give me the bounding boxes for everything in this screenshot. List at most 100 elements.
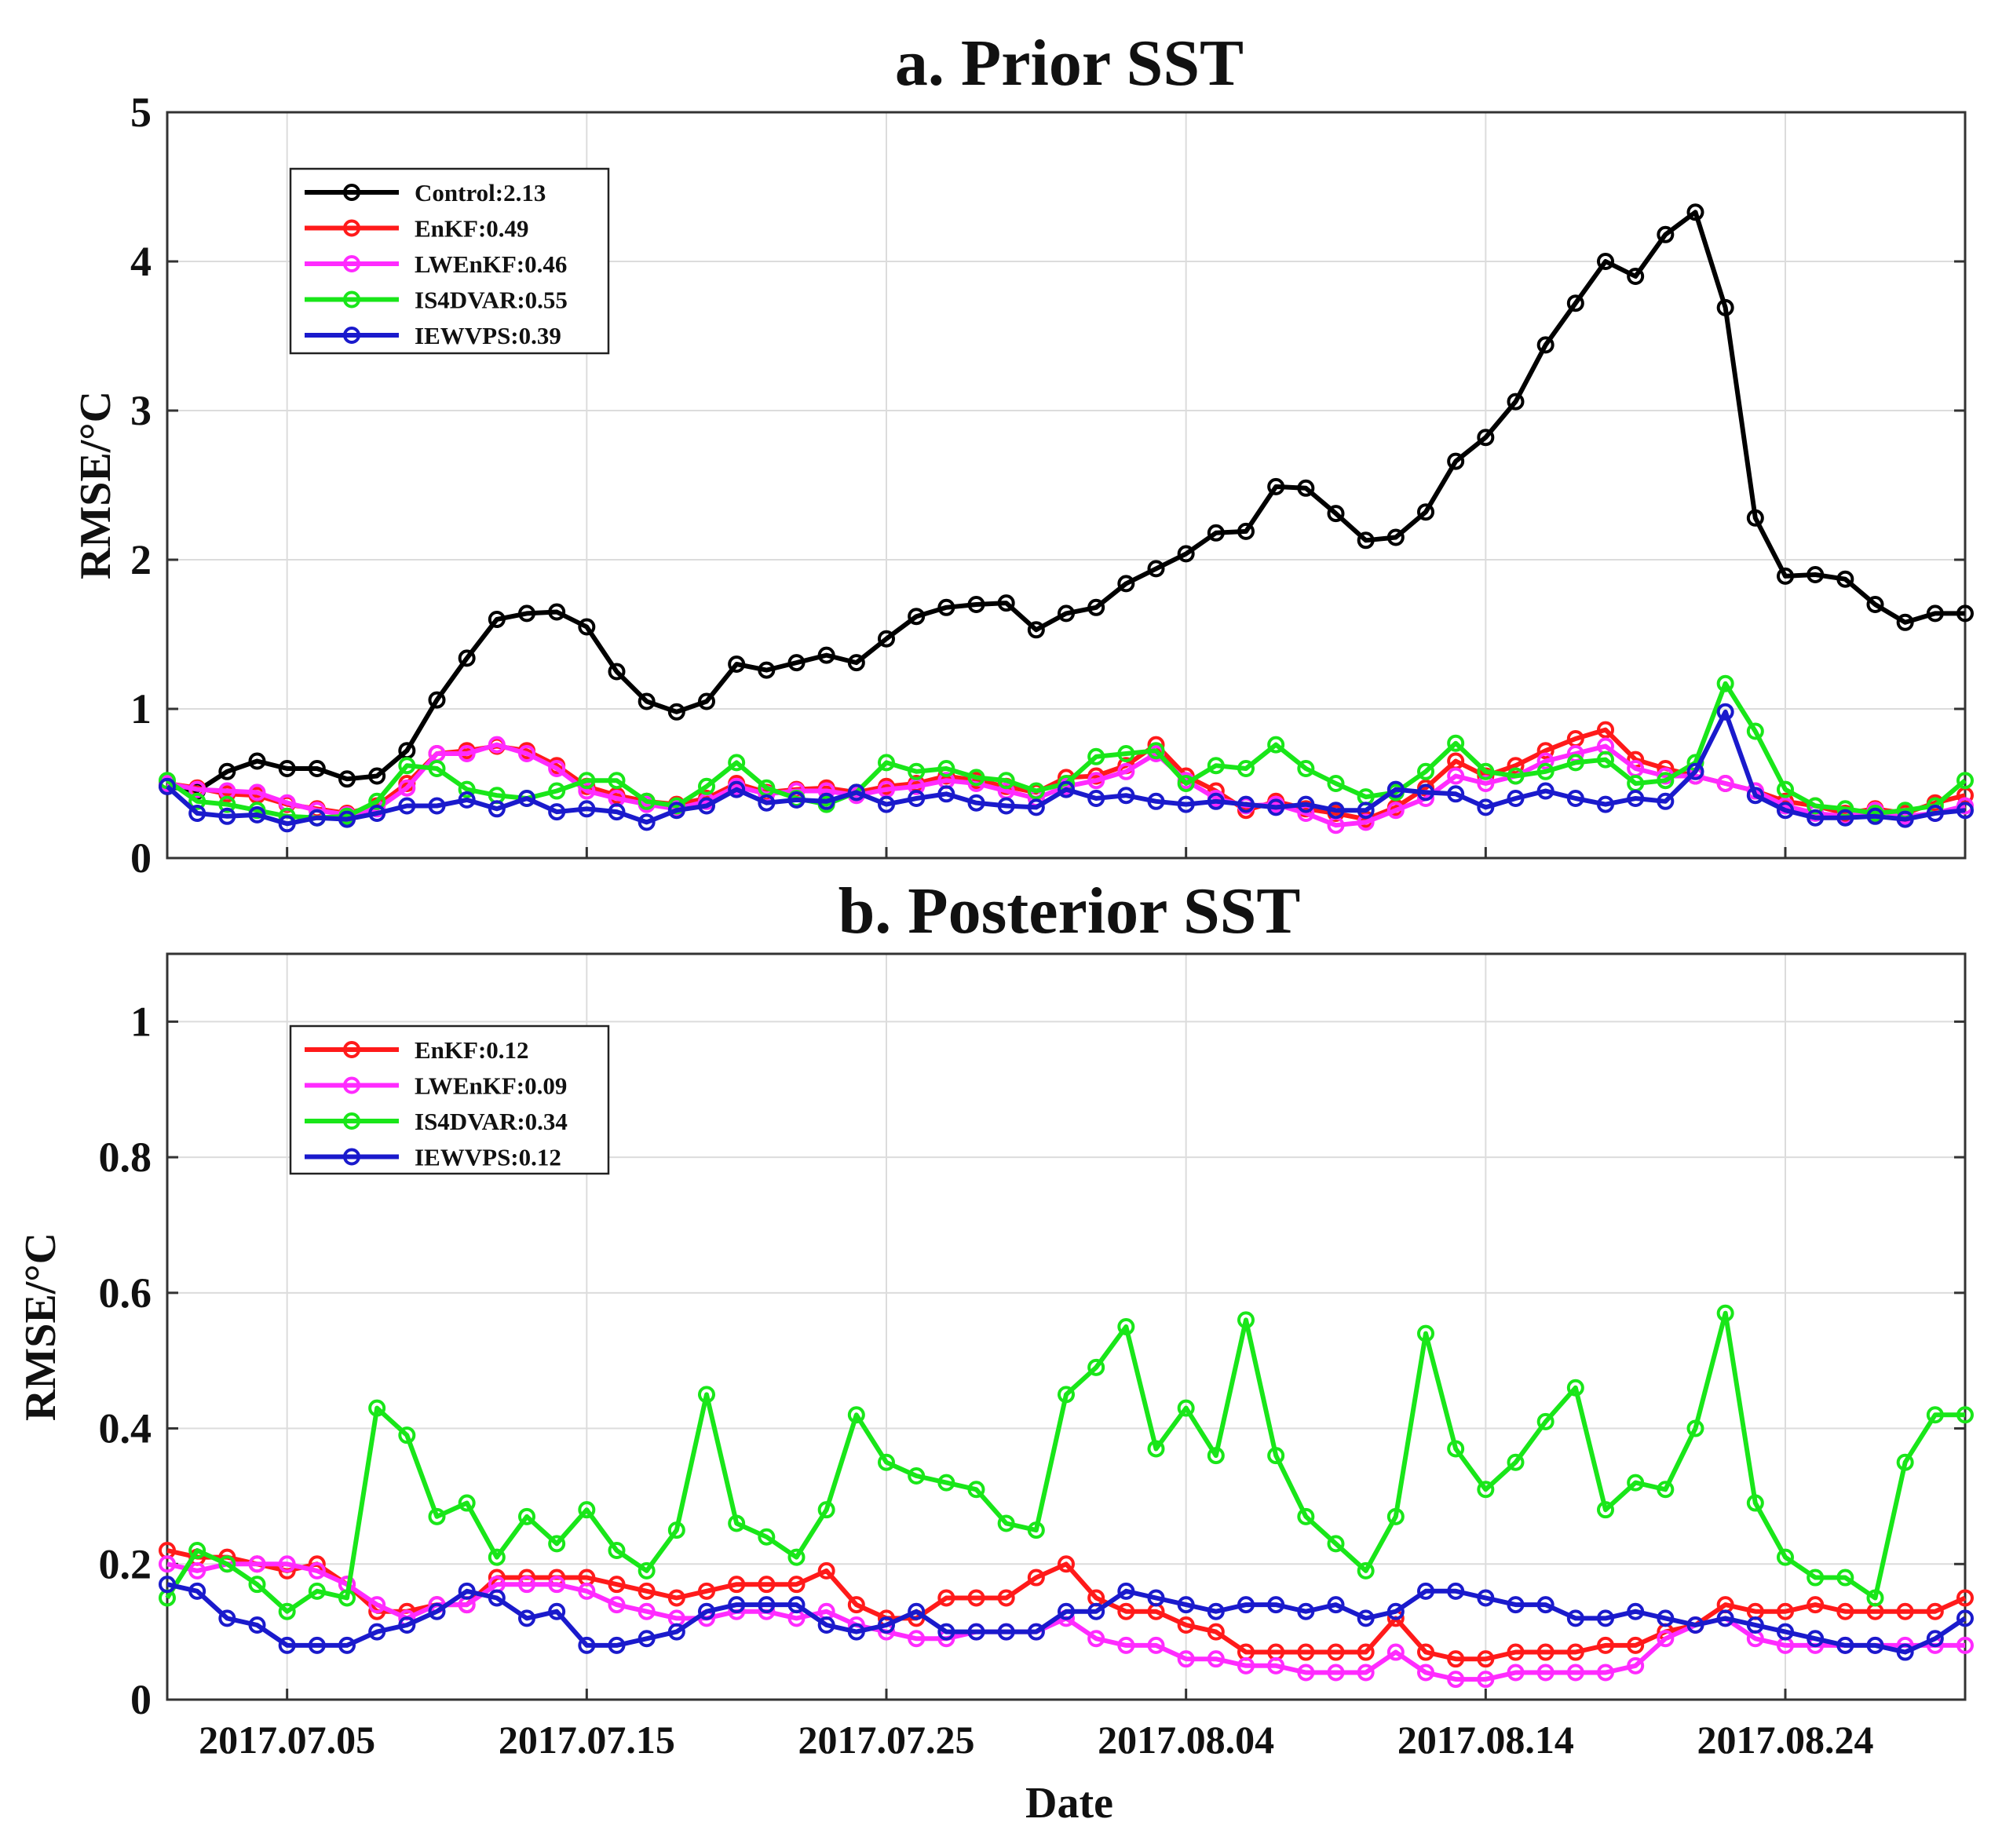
prior-control-point	[1686, 203, 1704, 221]
prior-is4dvar-point	[458, 780, 476, 798]
posterior-x-axis-label: Date	[1025, 1779, 1113, 1828]
prior-is4dvar-point	[1027, 782, 1045, 800]
posterior-lwenkf-point	[1297, 1664, 1315, 1682]
prior-is4dvar-point	[698, 777, 715, 795]
prior-control-point	[1357, 531, 1375, 550]
posterior-enkf-point	[1836, 1602, 1854, 1620]
prior-is4dvar-point	[1536, 762, 1555, 780]
posterior-is4dvar-point	[458, 1494, 476, 1512]
posterior-is4dvar-point	[847, 1406, 865, 1424]
prior-is4dvar-point	[1177, 775, 1195, 792]
posterior-lwenkf-point	[608, 1596, 626, 1614]
posterior-enkf-point	[1027, 1569, 1045, 1587]
posterior-is4dvar-point	[518, 1507, 535, 1525]
prior-control-point	[1716, 298, 1734, 316]
prior-control-point	[1657, 225, 1675, 243]
prior-control-point	[428, 691, 446, 709]
posterior-iewvps-point	[878, 1616, 895, 1634]
prior-control-point	[1777, 567, 1794, 585]
prior-iewvps-point	[787, 791, 806, 809]
posterior-lwenkf-point	[1417, 1664, 1434, 1682]
posterior-is4dvar-point	[908, 1467, 926, 1485]
prior-control-point	[1566, 294, 1584, 312]
prior-iewvps-point	[908, 790, 926, 807]
prior-is4dvar-point	[218, 795, 236, 813]
prior-lwenkf-point	[458, 745, 476, 762]
posterior-plot-frame	[166, 952, 1967, 1701]
posterior-x-ticks: 2017.07.05 2017.07.15 2017.07.25 2017.08.04…	[199, 1718, 1873, 1762]
prior-legend-label: IS4DVAR:0.55	[415, 287, 568, 314]
prior-control-point	[1386, 528, 1405, 546]
posterior-iewvps-point	[997, 1623, 1015, 1641]
prior-iewvps-point	[1207, 792, 1225, 810]
prior-control-point	[608, 663, 626, 681]
prior-control-point	[308, 760, 326, 777]
posterior-lwenkf-point	[578, 1582, 596, 1600]
prior-control-point	[698, 692, 715, 710]
prior-is4dvar-point	[967, 769, 985, 787]
posterior-iewvps-point	[667, 1623, 685, 1641]
posterior-enkf-point	[817, 1561, 835, 1580]
posterior-y-tick-label: 0.8	[99, 1134, 152, 1181]
posterior-is4dvar-point	[667, 1521, 685, 1539]
posterior-iewvps-point	[398, 1616, 416, 1634]
prior-control-point	[1177, 545, 1195, 563]
prior-lwenkf-point	[1447, 767, 1465, 785]
prior-control-point	[248, 752, 266, 770]
prior-control-point	[1507, 393, 1525, 411]
prior-lwenkf-point	[578, 782, 596, 800]
posterior-is4dvar-point	[578, 1501, 596, 1519]
posterior-is4dvar-point	[1297, 1507, 1315, 1525]
prior-iewvps-point	[1716, 703, 1734, 721]
prior-control-point	[847, 654, 865, 672]
posterior-lwenkf-line	[166, 1561, 1965, 1682]
prior-is4dvar-point	[1117, 745, 1135, 762]
posterior-sst-title: b. Posterior SST	[838, 875, 1301, 948]
posterior-is4dvar-point	[368, 1399, 386, 1417]
posterior-enkf-point	[1536, 1643, 1555, 1661]
prior-control-point	[218, 762, 236, 780]
posterior-iewvps-point	[817, 1616, 835, 1634]
posterior-enkf-point	[1597, 1636, 1614, 1654]
prior-iewvps-point	[878, 795, 895, 813]
prior-legend-item-control: Control:2.13	[305, 179, 546, 206]
prior-lwenkf-point	[1477, 775, 1495, 792]
posterior-sst-panel: b. Posterior SST RMSE/°C 00.20.40.60.81 …	[16, 875, 1974, 1828]
prior-control-line	[166, 210, 1965, 794]
posterior-lwenkf-point	[308, 1561, 326, 1580]
prior-control-point	[578, 618, 596, 636]
posterior-iewvps-point	[1836, 1636, 1854, 1654]
posterior-iewvps-point	[1117, 1582, 1135, 1600]
posterior-is4dvar-point	[1177, 1399, 1195, 1417]
prior-iewvps-point	[578, 800, 596, 818]
prior-is4dvar-point	[1417, 762, 1434, 780]
prior-legend-swatch-marker	[343, 290, 360, 309]
posterior-is4dvar-point	[308, 1582, 326, 1600]
posterior-is4dvar-point	[1357, 1561, 1375, 1580]
prior-y-tick-label: 4	[130, 238, 152, 285]
prior-iewvps-point	[1686, 762, 1704, 780]
prior-lwenkf-point	[1117, 762, 1135, 780]
posterior-is4dvar-point	[1746, 1494, 1764, 1512]
posterior-y-tick-label: 0.6	[99, 1269, 152, 1317]
prior-lwenkf-point	[488, 736, 506, 754]
posterior-lwenkf-point	[908, 1630, 926, 1648]
prior-lwenkf-point	[1716, 775, 1734, 792]
prior-control-point	[728, 656, 746, 673]
posterior-iewvps-point	[787, 1596, 806, 1614]
prior-is4dvar-point	[1597, 751, 1614, 769]
posterior-lwenkf-point	[1207, 1650, 1225, 1668]
prior-legend-swatch-marker	[343, 327, 360, 344]
posterior-legend-swatch-marker	[343, 1148, 360, 1166]
prior-iewvps-point	[817, 792, 835, 810]
prior-iewvps-point	[1746, 787, 1764, 805]
posterior-iewvps-point	[1147, 1589, 1165, 1607]
prior-iewvps-point	[1657, 792, 1675, 810]
prior-is4dvar-point	[1327, 775, 1345, 792]
prior-legend-label: LWEnKF:0.46	[415, 250, 567, 278]
prior-y-tick-label: 5	[130, 89, 152, 136]
posterior-enkf-point	[758, 1576, 776, 1594]
posterior-y-ticks: 0 0.2 0.4 0.6 0.8 1	[99, 998, 1965, 1723]
prior-is4dvar-point	[638, 792, 656, 810]
posterior-lwenkf-point	[368, 1596, 386, 1614]
